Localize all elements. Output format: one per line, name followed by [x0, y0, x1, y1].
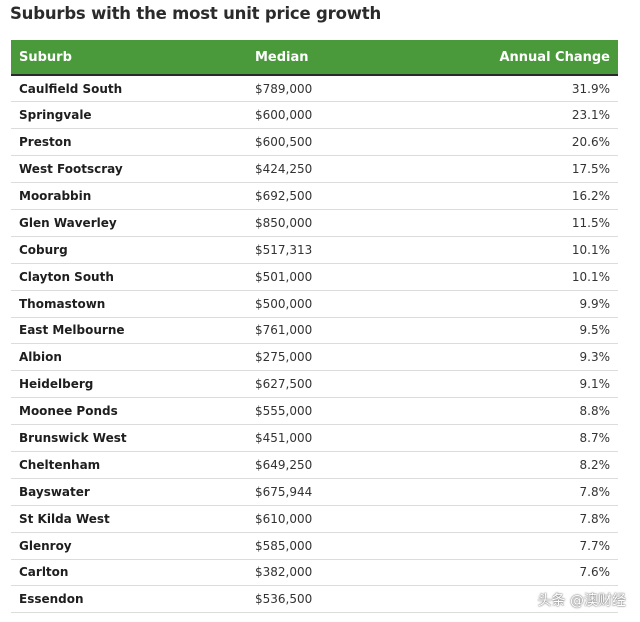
table-row: St Kilda West $610,000 7.8%: [11, 505, 618, 533]
cell-annual-change: 10.1%: [427, 263, 618, 291]
cell-annual-change: 16.2%: [427, 182, 618, 210]
cell-annual-change: 17.5%: [427, 155, 618, 184]
cell-median: $501,000: [247, 263, 427, 291]
cell-annual-change: 9.3%: [427, 343, 618, 372]
cell-suburb: West Footscray: [11, 155, 247, 184]
table-row: Preston $600,500 20.6%: [11, 128, 618, 157]
column-header-suburb: Suburb: [11, 40, 247, 76]
table-row: Brunswick West $451,000 8.7%: [11, 424, 618, 452]
cell-median: $451,000: [247, 424, 427, 452]
cell-annual-change: 9.9%: [427, 290, 618, 318]
cell-annual-change: [427, 585, 618, 614]
cell-annual-change: 8.7%: [427, 424, 618, 452]
table-row: Moonee Ponds $555,000 8.8%: [11, 397, 618, 426]
cell-suburb: Caulfield South: [11, 75, 247, 103]
cell-median: $555,000: [247, 397, 427, 426]
cell-median: $382,000: [247, 559, 427, 587]
table-row: Heidelberg $627,500 9.1%: [11, 370, 618, 399]
cell-suburb: Clayton South: [11, 263, 247, 291]
table-row: Bayswater $675,944 7.8%: [11, 478, 618, 506]
table-body: Caulfield South $789,000 31.9% Springvale $6…: [11, 75, 618, 614]
cell-annual-change: 20.6%: [427, 128, 618, 157]
cell-median: $600,500: [247, 128, 427, 157]
cell-annual-change: 9.1%: [427, 370, 618, 399]
cell-median: $850,000: [247, 209, 427, 237]
cell-suburb: Moorabbin: [11, 182, 247, 210]
table-row: Moorabbin $692,500 16.2%: [11, 182, 618, 210]
cell-median: $649,250: [247, 451, 427, 479]
page-title: Suburbs with the most unit price growth: [10, 4, 381, 23]
table-row: Clayton South $501,000 10.1%: [11, 263, 618, 291]
cell-median: $789,000: [247, 75, 427, 103]
cell-suburb: Albion: [11, 343, 247, 372]
table-row: West Footscray $424,250 17.5%: [11, 155, 618, 184]
column-header-median: Median: [247, 40, 427, 76]
cell-suburb: St Kilda West: [11, 505, 247, 533]
cell-median: $675,944: [247, 478, 427, 506]
cell-suburb: Preston: [11, 128, 247, 157]
table-row: Carlton $382,000 7.6%: [11, 559, 618, 587]
cell-median: $275,000: [247, 343, 427, 372]
table-row: Thomastown $500,000 9.9%: [11, 290, 618, 318]
cell-annual-change: 7.6%: [427, 559, 618, 587]
watermark: 头条 @澳财经: [537, 593, 626, 609]
table-row: Cheltenham $649,250 8.2%: [11, 451, 618, 479]
cell-median: $517,313: [247, 236, 427, 264]
cell-suburb: East Melbourne: [11, 317, 247, 345]
table-row: Caulfield South $789,000 31.9%: [11, 75, 618, 103]
cell-median: $500,000: [247, 290, 427, 318]
cell-annual-change: 11.5%: [427, 209, 618, 237]
cell-annual-change: 8.2%: [427, 451, 618, 479]
table-row: Coburg $517,313 10.1%: [11, 236, 618, 264]
table-row: Glen Waverley $850,000 11.5%: [11, 209, 618, 237]
cell-median: $610,000: [247, 505, 427, 533]
table-row: Albion $275,000 9.3%: [11, 343, 618, 372]
cell-suburb: Thomastown: [11, 290, 247, 318]
table-header-row: Suburb Median Annual Change: [11, 40, 618, 76]
cell-suburb: Springvale: [11, 101, 247, 130]
cell-suburb: Heidelberg: [11, 370, 247, 399]
cell-annual-change: 7.7%: [427, 532, 618, 560]
table-row: Springvale $600,000 23.1%: [11, 101, 618, 130]
table-header: Suburb Median Annual Change: [11, 40, 618, 76]
column-header-annual-change: Annual Change: [427, 40, 618, 76]
cell-median: $761,000: [247, 317, 427, 345]
price-growth-table: Suburb Median Annual Change Caulfield So…: [11, 40, 618, 614]
cell-annual-change: 31.9%: [427, 75, 618, 103]
table-row: East Melbourne $761,000 9.5%: [11, 317, 618, 345]
cell-suburb: Essendon: [11, 585, 247, 614]
cell-annual-change: 23.1%: [427, 101, 618, 130]
cell-annual-change: 9.5%: [427, 317, 618, 345]
cell-median: $692,500: [247, 182, 427, 210]
cell-suburb: Brunswick West: [11, 424, 247, 452]
cell-suburb: Cheltenham: [11, 451, 247, 479]
cell-annual-change: 7.8%: [427, 478, 618, 506]
cell-median: $585,000: [247, 532, 427, 560]
cell-median: $424,250: [247, 155, 427, 184]
cell-median: $627,500: [247, 370, 427, 399]
price-growth-table-container: Suburb Median Annual Change Caulfield So…: [11, 40, 618, 614]
table-row: Glenroy $585,000 7.7%: [11, 532, 618, 560]
cell-suburb: Glenroy: [11, 532, 247, 560]
cell-annual-change: 7.8%: [427, 505, 618, 533]
table-row: Essendon $536,500: [11, 585, 618, 614]
cell-suburb: Carlton: [11, 559, 247, 587]
cell-annual-change: 8.8%: [427, 397, 618, 426]
cell-median: $600,000: [247, 101, 427, 130]
cell-suburb: Moonee Ponds: [11, 397, 247, 426]
cell-annual-change: 10.1%: [427, 236, 618, 264]
cell-median: $536,500: [247, 585, 427, 614]
cell-suburb: Glen Waverley: [11, 209, 247, 237]
cell-suburb: Coburg: [11, 236, 247, 264]
cell-suburb: Bayswater: [11, 478, 247, 506]
